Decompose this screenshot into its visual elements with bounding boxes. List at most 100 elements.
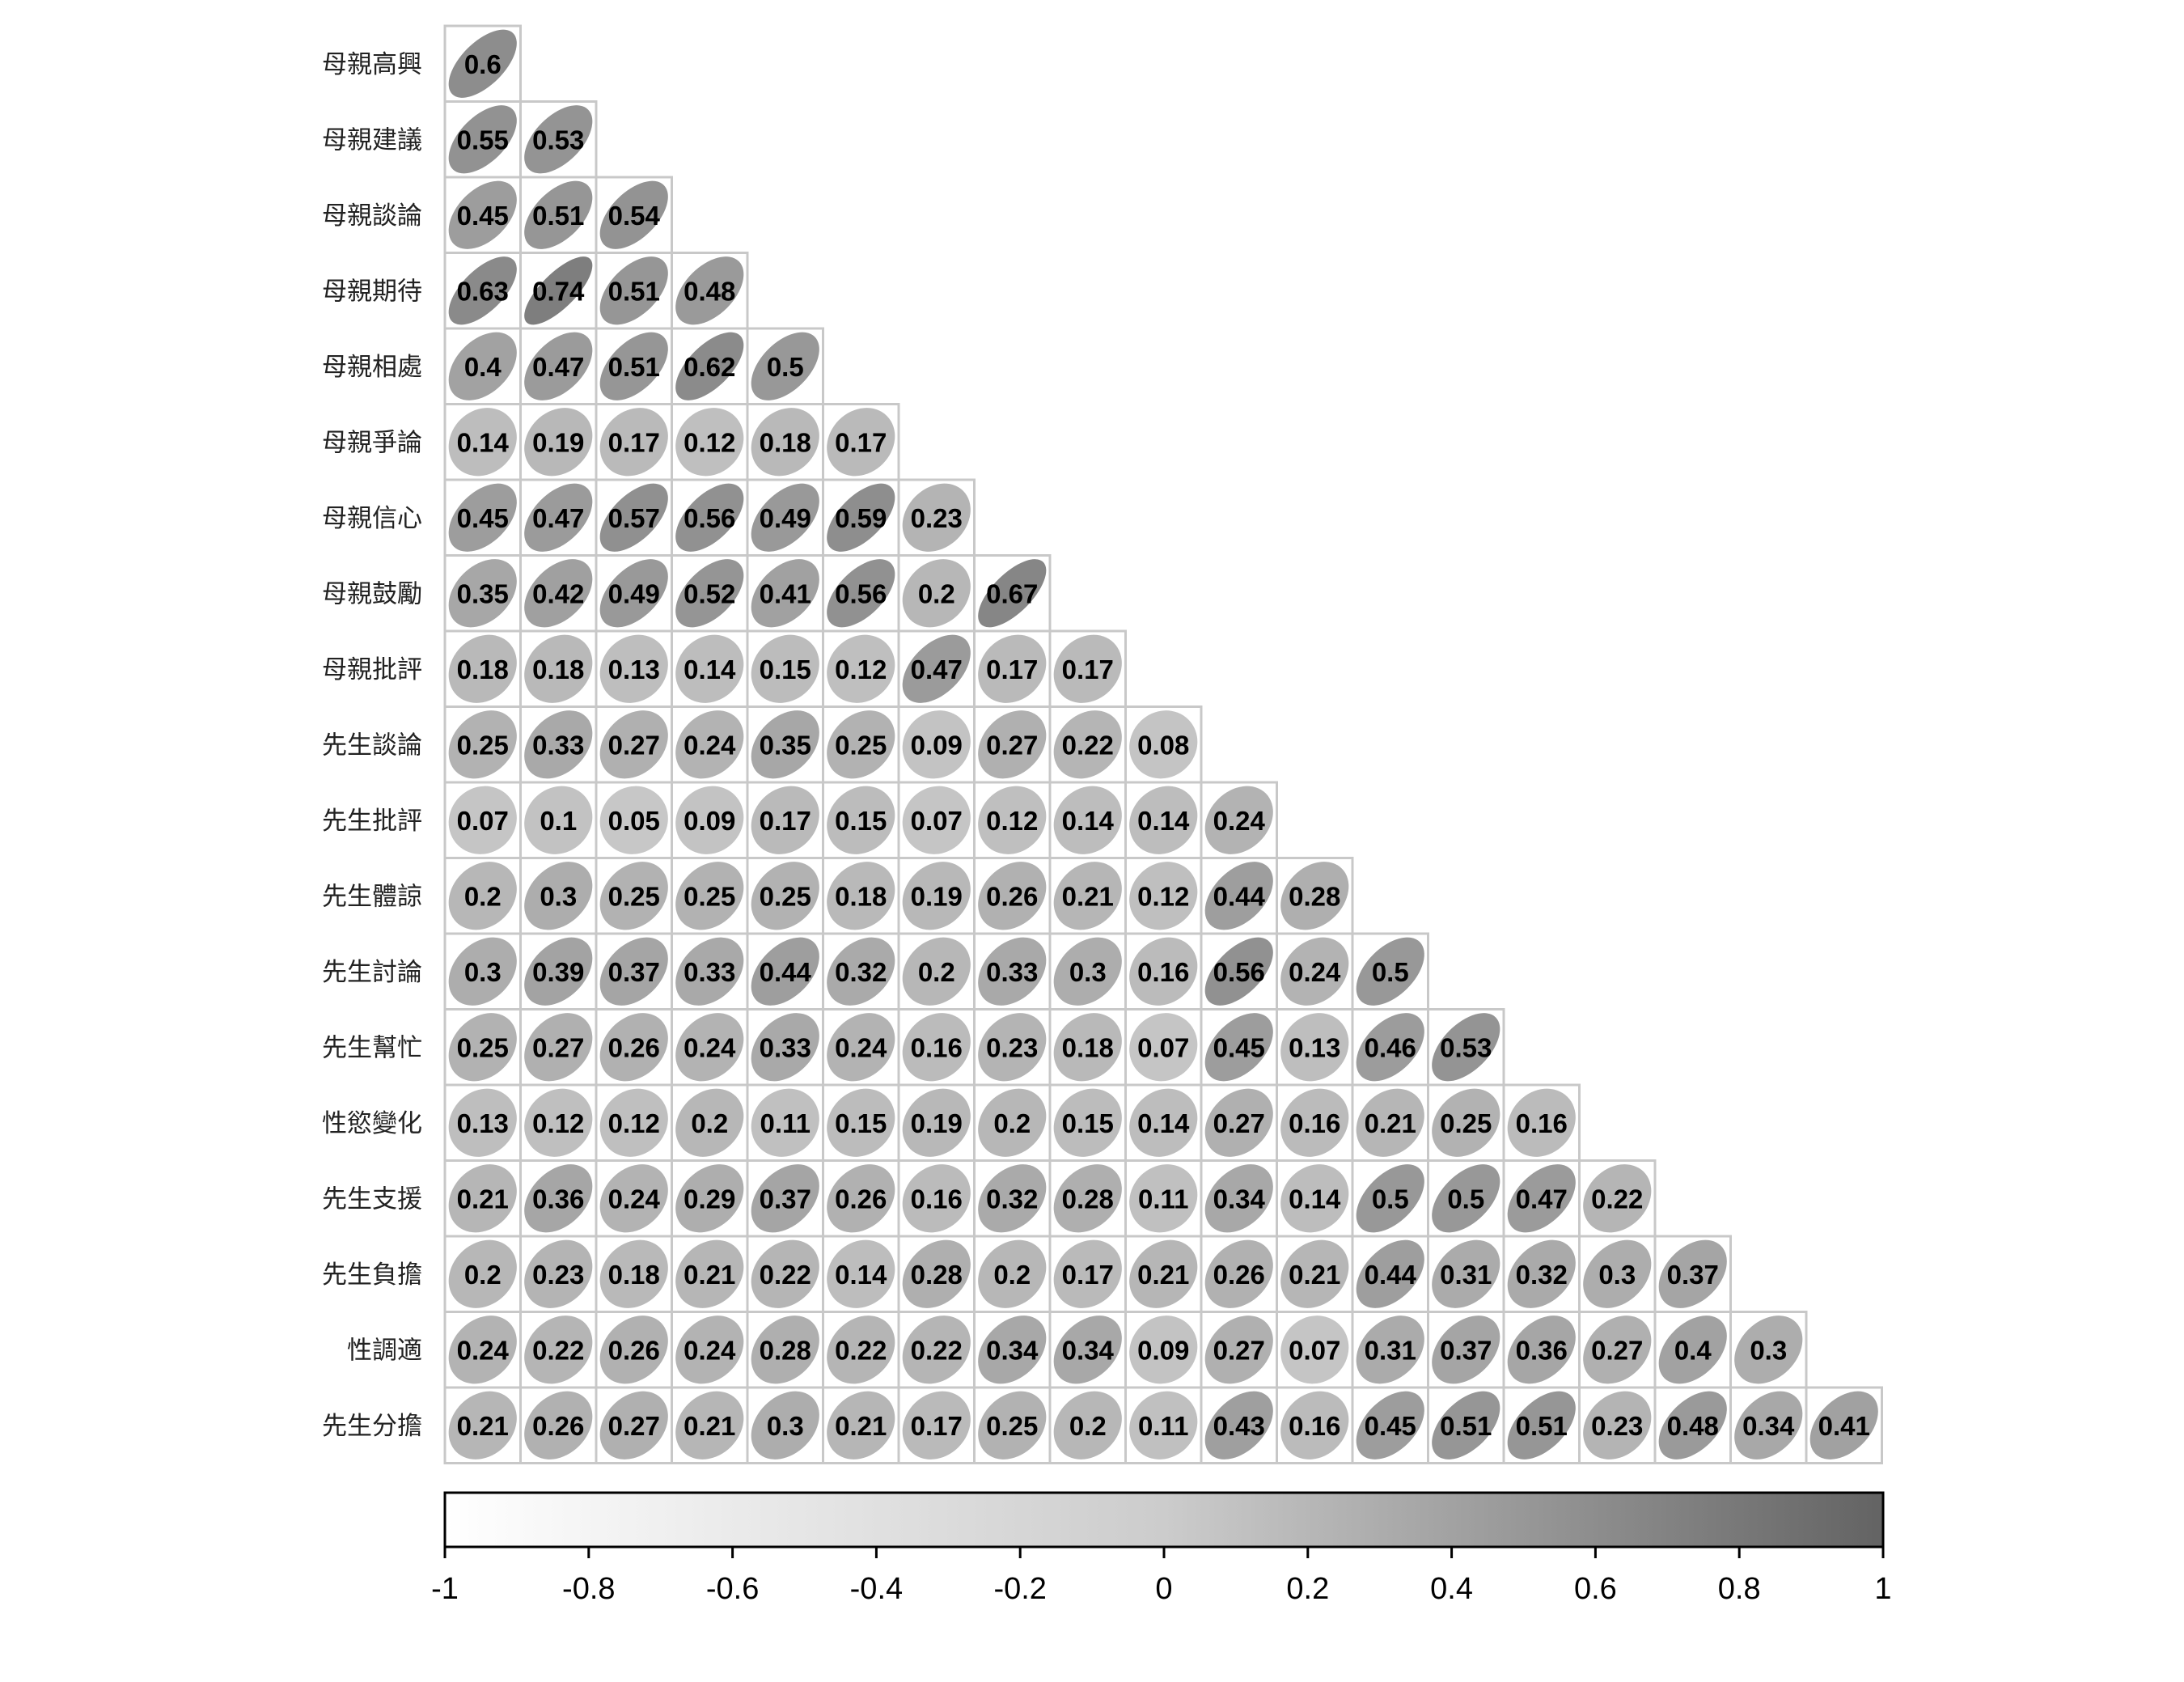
correlation-ellipse bbox=[1280, 862, 1349, 930]
cell-value-label: 0.14 bbox=[1289, 1184, 1341, 1214]
matrix-cell: 0.24 bbox=[822, 1008, 900, 1087]
correlation-ellipse bbox=[827, 1013, 895, 1082]
cell-value-label: 0.26 bbox=[1213, 1260, 1265, 1290]
cell-value-label: 0.25 bbox=[457, 730, 509, 760]
correlation-ellipse bbox=[978, 1013, 1047, 1082]
cell-value-label: 0.48 bbox=[1667, 1411, 1719, 1441]
cell-value-label: 0.32 bbox=[986, 1184, 1038, 1214]
matrix-cell: 0.18 bbox=[746, 403, 824, 481]
correlation-ellipse bbox=[524, 332, 593, 400]
cell-value-label: 0.23 bbox=[532, 1260, 584, 1290]
matrix-cell: 0.56 bbox=[822, 554, 900, 633]
matrix-cell: 0.27 bbox=[595, 1386, 673, 1464]
cell-value-label: 0.27 bbox=[608, 730, 660, 760]
correlation-ellipse bbox=[1129, 1391, 1198, 1460]
matrix-cell: 0.2 bbox=[897, 932, 976, 1010]
matrix-cell: 0.62 bbox=[671, 327, 749, 405]
row-label: 母親信心 bbox=[322, 504, 422, 533]
correlation-ellipse bbox=[827, 559, 895, 628]
matrix-cell: 0.25 bbox=[671, 857, 749, 935]
cell-value-label: 0.24 bbox=[457, 1335, 510, 1365]
matrix-cell: 0.18 bbox=[1048, 1008, 1127, 1087]
row-label: 母親建議 bbox=[322, 125, 422, 155]
correlation-ellipse bbox=[1053, 1391, 1122, 1460]
correlation-ellipse bbox=[978, 786, 1047, 854]
matrix-cell: 0.63 bbox=[443, 252, 522, 330]
matrix-cell: 0.49 bbox=[595, 554, 673, 633]
correlation-ellipse bbox=[1432, 1239, 1500, 1308]
cell-value-label: 0.51 bbox=[608, 352, 660, 382]
correlation-ellipse bbox=[978, 1239, 1047, 1308]
matrix-cell: 0.14 bbox=[1124, 1083, 1203, 1162]
cell-value-label: 0.22 bbox=[911, 1335, 963, 1365]
matrix-cell: 0.41 bbox=[1805, 1386, 1883, 1464]
correlation-ellipse bbox=[524, 1316, 593, 1384]
correlation-ellipse bbox=[751, 1391, 819, 1460]
colorbar-tick-label: 0.4 bbox=[1430, 1572, 1473, 1606]
cell-value-label: 0.5 bbox=[1447, 1184, 1484, 1214]
cell-value-label: 0.47 bbox=[532, 503, 584, 533]
cell-value-label: 0.34 bbox=[986, 1335, 1039, 1365]
correlation-ellipse bbox=[902, 483, 971, 552]
matrix-cell: 0.24 bbox=[1276, 932, 1354, 1010]
cell-value-label: 0.12 bbox=[532, 1108, 584, 1138]
cell-value-label: 0.37 bbox=[1440, 1335, 1492, 1365]
matrix-cell: 0.37 bbox=[1653, 1235, 1732, 1313]
matrix-cell: 0.21 bbox=[443, 1159, 522, 1238]
cell-value-label: 0.28 bbox=[1289, 881, 1340, 911]
correlation-ellipse bbox=[448, 1316, 517, 1384]
correlation-ellipse bbox=[599, 786, 668, 854]
matrix-cell: 0.3 bbox=[443, 932, 522, 1010]
correlation-ellipse bbox=[1583, 1391, 1652, 1460]
correlation-ellipse bbox=[1053, 1013, 1122, 1082]
cell-value-label: 0.44 bbox=[1213, 881, 1266, 911]
matrix-cell: 0.24 bbox=[671, 1008, 749, 1087]
matrix-cell: 0.27 bbox=[519, 1008, 598, 1087]
matrix-cell: 0.51 bbox=[595, 327, 673, 405]
matrix-cell: 0.26 bbox=[973, 857, 1052, 935]
matrix-cell: 0.26 bbox=[595, 1311, 673, 1389]
cell-value-label: 0.28 bbox=[911, 1260, 963, 1290]
cell-value-label: 0.56 bbox=[1213, 957, 1265, 987]
matrix-cell: 0.36 bbox=[519, 1159, 598, 1238]
matrix-cell: 0.09 bbox=[1124, 1311, 1203, 1389]
matrix-cell: 0.21 bbox=[1351, 1083, 1429, 1162]
matrix-cell: 0.15 bbox=[746, 629, 824, 708]
correlation-ellipse bbox=[524, 180, 593, 249]
matrix-cell: 0.43 bbox=[1200, 1386, 1278, 1464]
matrix-cell: 0.18 bbox=[822, 857, 900, 935]
cell-value-label: 0.37 bbox=[608, 957, 660, 987]
cell-value-label: 0.14 bbox=[835, 1260, 887, 1290]
correlation-ellipse bbox=[902, 786, 971, 854]
cell-value-label: 0.23 bbox=[986, 1032, 1038, 1062]
matrix-cell: 0.17 bbox=[1048, 629, 1127, 708]
cell-value-label: 0.11 bbox=[1138, 1411, 1188, 1441]
cell-value-label: 0.14 bbox=[1062, 806, 1115, 836]
colorbar-tick-label: 0.6 bbox=[1574, 1572, 1617, 1606]
matrix-cell: 0.21 bbox=[1124, 1235, 1203, 1313]
correlation-ellipse bbox=[1507, 1088, 1576, 1157]
correlation-ellipse bbox=[448, 332, 517, 400]
correlation-ellipse bbox=[827, 937, 895, 1006]
correlation-ellipse bbox=[1507, 1316, 1576, 1384]
cell-value-label: 0.43 bbox=[1213, 1411, 1265, 1441]
colorbar-tick-label: 0.8 bbox=[1718, 1572, 1761, 1606]
matrix-cell: 0.45 bbox=[1351, 1386, 1429, 1464]
matrix-cell: 0.47 bbox=[519, 327, 598, 405]
cell-value-label: 0.07 bbox=[911, 806, 963, 836]
matrix-cell: 0.17 bbox=[973, 629, 1052, 708]
correlation-ellipse bbox=[448, 1164, 517, 1233]
matrix-cell: 0.07 bbox=[897, 781, 976, 859]
matrix-cell: 0.13 bbox=[443, 1083, 522, 1162]
cell-value-label: 0.17 bbox=[1062, 655, 1114, 684]
cell-value-label: 0.15 bbox=[760, 655, 811, 684]
matrix-cell: 0.07 bbox=[1276, 1311, 1354, 1389]
correlation-ellipse bbox=[902, 634, 971, 703]
correlation-ellipse bbox=[1658, 1316, 1727, 1384]
row-label: 母親批評 bbox=[322, 655, 422, 684]
correlation-ellipse bbox=[1129, 1088, 1198, 1157]
correlation-ellipse bbox=[675, 408, 744, 477]
cell-value-label: 0.17 bbox=[835, 427, 887, 457]
cell-value-label: 0.27 bbox=[608, 1411, 660, 1441]
correlation-ellipse bbox=[1507, 1164, 1576, 1233]
